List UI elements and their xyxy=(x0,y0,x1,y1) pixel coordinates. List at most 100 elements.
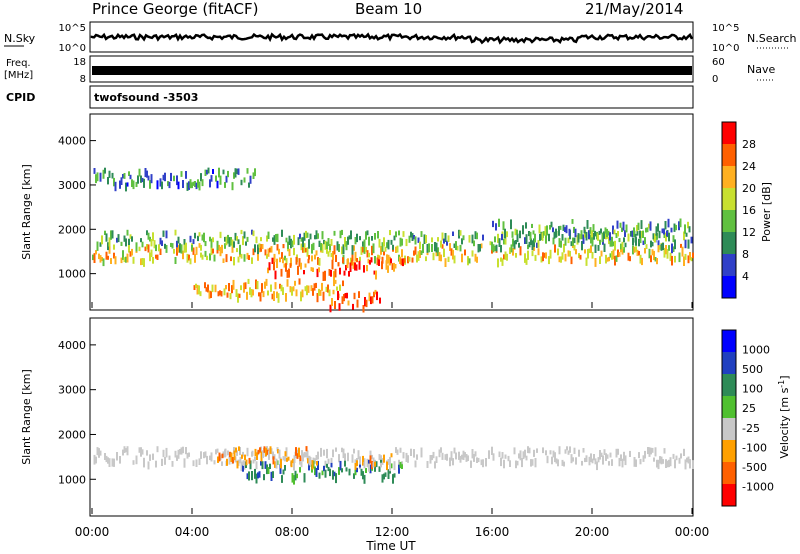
heatmap-cell xyxy=(563,244,565,253)
heatmap-cell xyxy=(492,453,495,461)
heatmap-cell xyxy=(368,236,370,246)
heatmap-cell xyxy=(113,177,115,187)
heatmap-cell xyxy=(630,231,632,237)
heatmap-cell xyxy=(570,256,573,265)
heatmap-cell xyxy=(120,177,123,185)
heatmap-cell xyxy=(378,466,381,472)
heatmap-cell xyxy=(374,256,376,264)
heatmap-cell xyxy=(108,170,111,178)
colorbar-tick: 100 xyxy=(742,383,763,396)
heatmap-cell xyxy=(462,450,465,460)
heatmap-cell xyxy=(338,244,340,252)
heatmap-cell xyxy=(407,455,409,463)
heatmap-cell xyxy=(559,225,562,230)
heatmap-cell xyxy=(527,250,529,260)
heatmap-cell xyxy=(230,256,232,262)
heatmap-cell xyxy=(293,455,296,463)
heatmap-cell xyxy=(661,228,664,234)
freq-ytick-top: 18 xyxy=(73,57,86,68)
heatmap-cell xyxy=(234,168,237,178)
colorbar-tick: 12 xyxy=(742,226,756,239)
heatmap-cell xyxy=(286,269,289,278)
heatmap-cell xyxy=(609,232,611,241)
heatmap-cell xyxy=(101,235,103,245)
heatmap-cell xyxy=(468,235,471,243)
heatmap-cell xyxy=(579,254,582,260)
heatmap-cell xyxy=(156,254,159,260)
heatmap-cell xyxy=(254,448,257,457)
heatmap-cell xyxy=(122,449,124,456)
heatmap-cell xyxy=(362,455,364,466)
heatmap-cell xyxy=(104,453,106,460)
heatmap-cell xyxy=(228,283,230,292)
heatmap-cell xyxy=(335,254,337,262)
heatmap-cell xyxy=(616,220,619,229)
heatmap-cell xyxy=(503,238,505,245)
heatmap-cell xyxy=(666,230,668,237)
heatmap-cell xyxy=(354,237,357,245)
heatmap-cell xyxy=(675,455,678,461)
heatmap-cell xyxy=(549,225,551,230)
heatmap-cell xyxy=(214,284,217,293)
heatmap-cell xyxy=(155,244,157,252)
heatmap-cell xyxy=(265,278,268,286)
heatmap-cell xyxy=(120,241,123,246)
heatmap-cell xyxy=(618,238,621,243)
heatmap-cell xyxy=(318,240,321,247)
heatmap-cell xyxy=(176,240,178,248)
heatmap-cell xyxy=(149,236,151,242)
heatmap-cell xyxy=(615,255,618,262)
heatmap-cell xyxy=(240,253,243,259)
heatmap-cell xyxy=(279,283,281,289)
heatmap-cell xyxy=(321,470,324,476)
heatmap-cell xyxy=(252,230,255,237)
heatmap-cell xyxy=(288,248,291,257)
heatmap-cell xyxy=(231,239,234,247)
heatmap-cell xyxy=(510,219,512,230)
colorbar-segment xyxy=(722,418,736,440)
heatmap-cell xyxy=(366,265,368,272)
heatmap-cell xyxy=(311,460,314,470)
heatmap-cell xyxy=(440,447,442,453)
heatmap-cell xyxy=(354,466,357,476)
heatmap-cell xyxy=(291,473,294,483)
heatmap-cell xyxy=(167,181,169,187)
heatmap-cell xyxy=(611,459,613,466)
heatmap-cell xyxy=(194,253,196,263)
heatmap-cell xyxy=(164,243,166,249)
heatmap-cell xyxy=(611,236,613,247)
heatmap-cell xyxy=(683,256,685,266)
heatmap-cell xyxy=(153,240,156,249)
heatmap-cell xyxy=(143,178,145,188)
heatmap-cell xyxy=(366,458,369,468)
heatmap-cell xyxy=(126,229,129,236)
heatmap-cell xyxy=(306,247,309,257)
heatmap-cell xyxy=(440,240,442,248)
heatmap-cell xyxy=(413,449,415,458)
heatmap-cell xyxy=(108,245,111,254)
heatmap-cell xyxy=(185,242,187,253)
heatmap-cell xyxy=(435,242,438,253)
heatmap-cell xyxy=(291,287,293,296)
heatmap-cell xyxy=(573,447,576,454)
heatmap-cell xyxy=(580,230,583,240)
heatmap-cell xyxy=(591,251,594,259)
heatmap-cell xyxy=(627,233,630,242)
colorbar-tick: 28 xyxy=(742,138,756,151)
heatmap-cell xyxy=(236,248,238,253)
heatmap-cell xyxy=(243,177,246,183)
heatmap-cell xyxy=(577,233,580,243)
heatmap-cell xyxy=(632,237,634,246)
heatmap-cell xyxy=(275,234,277,242)
heatmap-cell xyxy=(432,252,435,261)
heatmap-cell xyxy=(280,268,283,277)
velocity-heatmap xyxy=(93,446,694,485)
heatmap-cell xyxy=(419,249,421,258)
heatmap-cell xyxy=(525,234,528,244)
heatmap-cell xyxy=(225,285,227,290)
heatmap-cell xyxy=(149,454,151,461)
heatmap-cell xyxy=(359,236,361,241)
heatmap-cell xyxy=(381,261,383,270)
heatmap-cell xyxy=(564,237,567,246)
heatmap-cell xyxy=(656,258,658,265)
